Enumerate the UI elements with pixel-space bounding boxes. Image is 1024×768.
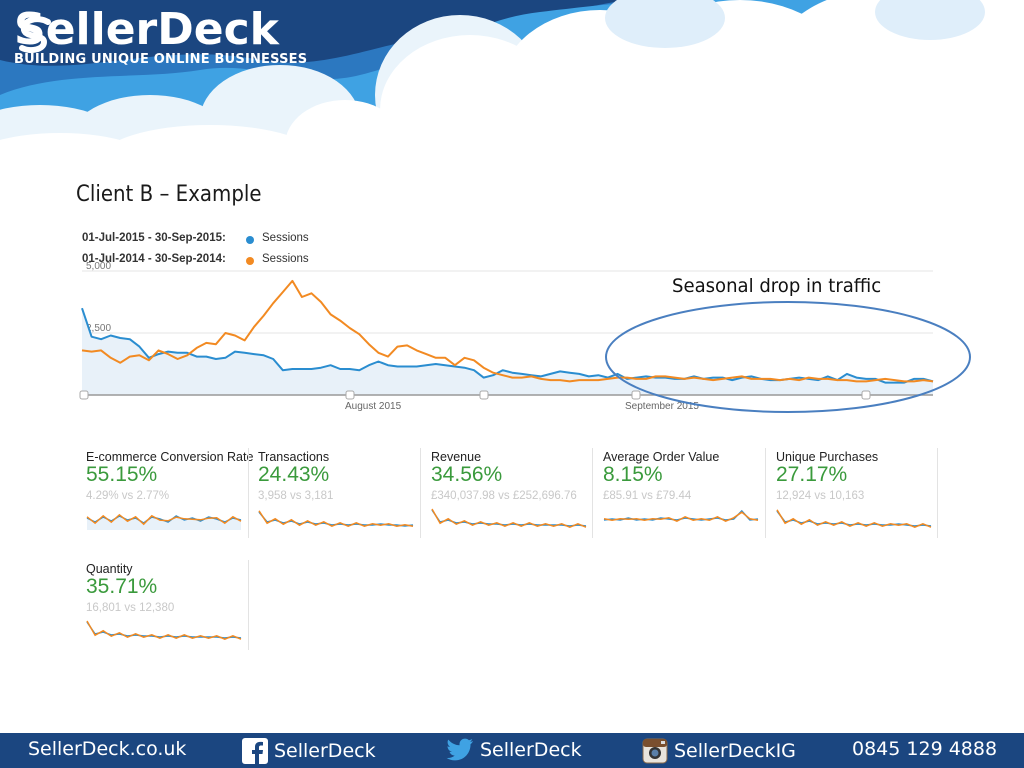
- x-tick-label: September 2015: [625, 401, 699, 412]
- slide-title: Client B – Example: [76, 182, 262, 207]
- sparkline-series: [776, 509, 932, 529]
- series-line: [81, 279, 934, 383]
- metric-sparkline: [86, 513, 242, 530]
- legend-row-previous: 01-Jul-2014 - 30-Sep-2014: Sessions: [82, 250, 382, 270]
- legend-dot: [246, 236, 254, 244]
- brand-logo: SellerDeck BUILDING UNIQUE ONLINE BUSINE…: [14, 4, 308, 68]
- metric-card[interactable]: Revenue 34.56% £340,037.98 vs £252,696.7…: [431, 450, 603, 540]
- metric-card[interactable]: Average Order Value 8.15% £85.91 vs £79.…: [603, 450, 775, 540]
- legend-row-current: 01-Jul-2015 - 30-Sep-2015: Sessions: [82, 229, 382, 249]
- legend-range: 01-Jul-2015 - 30-Sep-2015:: [82, 232, 226, 244]
- metric-compare: 4.29% vs 2.77%: [86, 490, 170, 502]
- metric-label: E-commerce Conversion Rate: [86, 450, 254, 464]
- metric-value: 34.56%: [431, 463, 503, 486]
- annotation-marker: [861, 390, 871, 400]
- facebook-icon: [242, 738, 268, 764]
- footer-website[interactable]: SellerDeck.co.uk: [28, 738, 186, 760]
- divider: [248, 448, 249, 538]
- metric-compare: 12,924 vs 10,163: [776, 490, 865, 502]
- footer-facebook[interactable]: SellerDeck: [242, 738, 376, 764]
- metric-label: Revenue: [431, 450, 482, 464]
- sparkline-series: [603, 511, 759, 523]
- footer-phone-text: 0845 129 4888: [852, 738, 998, 760]
- metric-label: Transactions: [258, 450, 330, 464]
- divider: [248, 560, 249, 650]
- metric-card[interactable]: Quantity 35.71% 16,801 vs 12,380: [86, 562, 258, 652]
- sparkline-series: [86, 620, 242, 641]
- legend-range: 01-Jul-2014 - 30-Sep-2014:: [82, 253, 226, 265]
- metric-value: 24.43%: [258, 463, 330, 486]
- annotation-marker: [345, 390, 355, 400]
- divider: [592, 448, 593, 538]
- sparkline-series: [258, 510, 414, 528]
- metric-compare: £340,037.98 vs £252,696.76: [431, 490, 577, 502]
- annotation-marker: [79, 390, 89, 400]
- sparkline-series: [431, 508, 587, 529]
- metric-sparkline: [86, 620, 242, 641]
- metric-label: Unique Purchases: [776, 450, 879, 464]
- annotation-label: Seasonal drop in traffic: [672, 275, 882, 297]
- x-tick-label: August 2015: [345, 401, 402, 412]
- annotation-marker: [631, 390, 641, 400]
- metric-value: 35.71%: [86, 575, 158, 598]
- footer-phone[interactable]: 0845 129 4888: [852, 738, 997, 760]
- twitter-bird-icon: [446, 738, 473, 761]
- metric-value: 55.15%: [86, 463, 158, 486]
- footer-instagram[interactable]: SellerDeckIG: [642, 738, 796, 764]
- metric-card[interactable]: Transactions 24.43% 3,958 vs 3,181: [258, 450, 430, 540]
- sessions-line-chart: 5,000 2,500 August 2015 September 2015: [79, 261, 971, 413]
- divider: [937, 448, 938, 538]
- annotation-ellipse: [605, 301, 971, 413]
- legend-series-name: Sessions: [262, 232, 309, 244]
- slide-header: SellerDeck BUILDING UNIQUE ONLINE BUSINE…: [0, 0, 1024, 170]
- metric-card[interactable]: Unique Purchases 27.17% 12,924 vs 10,163: [776, 450, 948, 540]
- footer-twitter[interactable]: SellerDeck: [446, 738, 582, 762]
- footer-twitter-text: SellerDeck: [480, 739, 582, 761]
- metric-sparkline: [258, 510, 414, 528]
- sparkline-series: [86, 513, 242, 526]
- brand-name: SellerDeck: [14, 4, 279, 55]
- y-tick-label: 5,000: [86, 261, 111, 272]
- metric-sparkline: [776, 509, 932, 529]
- legend-dot: [246, 257, 254, 265]
- metric-value: 27.17%: [776, 463, 848, 486]
- metric-label: Quantity: [86, 562, 133, 576]
- instagram-camera-icon: [642, 738, 668, 764]
- legend-series-name: Sessions: [262, 253, 309, 265]
- divider: [765, 448, 766, 538]
- brand-tagline: BUILDING UNIQUE ONLINE BUSINESSES: [14, 52, 308, 67]
- metric-card[interactable]: E-commerce Conversion Rate 55.15% 4.29% …: [86, 450, 258, 540]
- annotation-marker: [479, 390, 489, 400]
- metric-sparkline: [603, 509, 759, 523]
- y-tick-label: 2,500: [86, 323, 111, 334]
- footer-facebook-text: SellerDeck: [274, 740, 376, 762]
- series-area: [82, 308, 933, 395]
- footer-website-text: SellerDeck.co.uk: [28, 738, 187, 760]
- metric-compare: 3,958 vs 3,181: [258, 490, 334, 502]
- cloud-banner: [0, 0, 1024, 170]
- sellerdeck-logo-icon: [19, 16, 51, 53]
- footer-instagram-text: SellerDeckIG: [674, 740, 796, 762]
- divider: [420, 448, 421, 538]
- metric-compare: £85.91 vs £79.44: [603, 490, 692, 502]
- metric-label: Average Order Value: [603, 450, 720, 464]
- slide-footer: SellerDeck.co.uk SellerDeck SellerDeck S…: [0, 733, 1024, 768]
- metric-compare: 16,801 vs 12,380: [86, 602, 175, 614]
- metric-value: 8.15%: [603, 463, 663, 486]
- metric-sparkline: [431, 508, 587, 529]
